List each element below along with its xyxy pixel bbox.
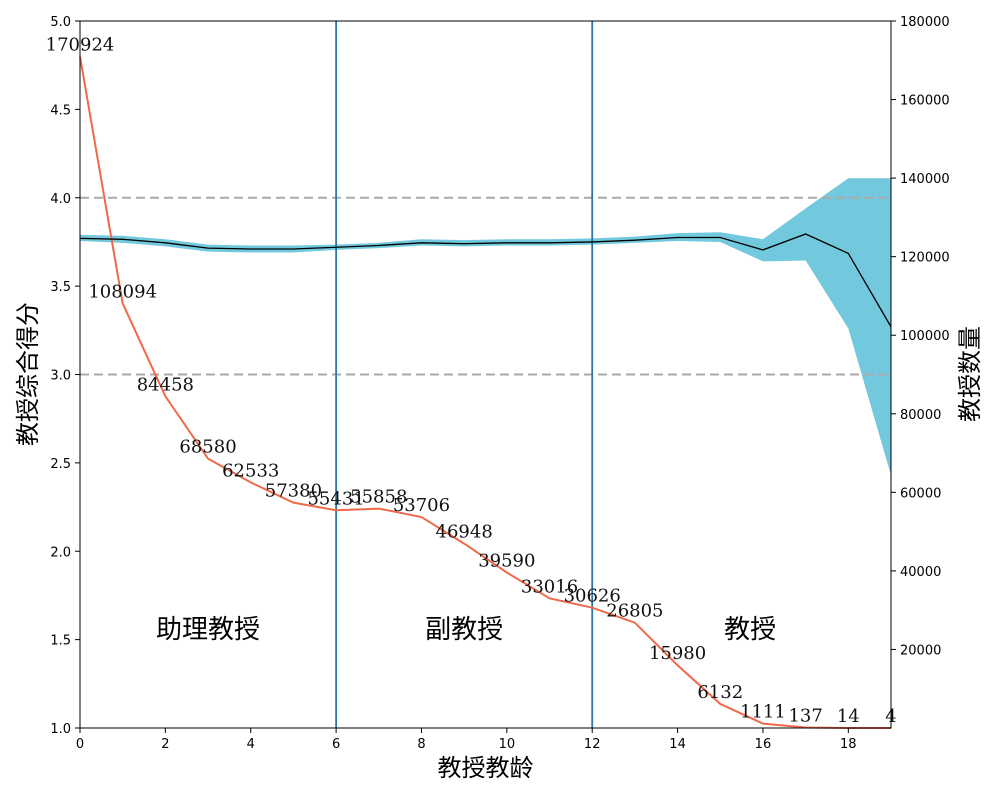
count-data-label: 15980: [649, 643, 706, 664]
x-tick-label: 2: [161, 737, 169, 752]
count-data-label: 55858: [350, 487, 407, 508]
y-tick-label-right: 140000: [900, 172, 950, 187]
count-data-label: 46948: [436, 522, 493, 543]
axis-titles-layer: 教授教龄 教授综合得分 教授数量: [14, 302, 984, 782]
count-data-label: 1111: [740, 702, 786, 723]
data-labels-layer: 1709241080948445868580625335738055431558…: [46, 35, 897, 727]
y-tick-label-left: 3.5: [50, 280, 71, 295]
y-tick-label-left: 4.0: [50, 192, 71, 207]
count-data-label: 14: [837, 706, 860, 727]
score-confidence-band: [80, 178, 891, 476]
confidence-band-layer: [80, 178, 891, 476]
x-axis-title: 教授教龄: [438, 754, 534, 782]
y-tick-label-right: 40000: [900, 565, 941, 580]
y-axis-title-left: 教授综合得分: [14, 302, 42, 446]
y-tick-label-left: 2.5: [50, 457, 71, 472]
count-data-label: 137: [788, 705, 822, 726]
reference-lines-layer: [80, 21, 891, 728]
region-label: 副教授: [425, 615, 503, 645]
series-lines-layer: [79, 56, 892, 729]
y-tick-label-left: 3.0: [50, 369, 71, 384]
axes-layer: 0 2 4 6 8 10 12 14 16 18 1.0 1.5 2.0 2.5 3.0 3.5 4.0 4.5 5…: [50, 15, 949, 752]
y-tick-label-left: 1.0: [50, 722, 71, 737]
y-axis-title-right: 教授数量: [956, 326, 984, 422]
count-data-label: 62533: [222, 460, 279, 481]
y-tick-label-right: 80000: [900, 408, 941, 423]
y-tick-label-left: 2.0: [50, 545, 71, 560]
x-tick-label: 12: [584, 737, 601, 752]
x-tick-label: 8: [417, 737, 425, 752]
y-tick-label-right: 100000: [900, 329, 950, 344]
x-tick-label: 14: [669, 737, 686, 752]
count-data-label: 68580: [179, 437, 236, 458]
count-data-label: 84458: [137, 374, 194, 395]
region-label: 助理教授: [156, 615, 260, 645]
count-data-label: 33016: [521, 576, 578, 597]
count-data-label: 108094: [88, 281, 157, 302]
x-tick-label: 16: [755, 737, 772, 752]
count-data-label: 30626: [564, 586, 621, 607]
x-tick-label: 10: [499, 737, 516, 752]
y-tick-label-left: 1.5: [50, 634, 71, 649]
count-data-label: 53706: [393, 495, 450, 516]
y-tick-label-left: 5.0: [50, 15, 71, 30]
count-data-label: 39590: [478, 550, 535, 571]
x-tick-label: 6: [332, 737, 340, 752]
score-mean-line: [79, 233, 892, 328]
count-series-line: [79, 56, 892, 729]
x-tick-label: 18: [840, 737, 857, 752]
y-tick-label-right: 120000: [900, 251, 950, 266]
x-tick-label: 4: [247, 737, 255, 752]
count-data-label: 26805: [606, 601, 663, 622]
y-tick-label-right: 180000: [900, 15, 950, 30]
y-tick-label-right: 20000: [900, 643, 941, 658]
count-data-label: 6132: [697, 682, 743, 703]
x-tick-label: 0: [76, 737, 84, 752]
count-data-label: 55431: [307, 488, 364, 509]
region-label: 教授: [724, 615, 776, 645]
y-tick-label-right: 60000: [900, 486, 941, 501]
y-tick-label-left: 4.5: [50, 103, 71, 118]
y-tick-label-right: 160000: [900, 94, 950, 109]
count-data-label: 57380: [265, 481, 322, 502]
